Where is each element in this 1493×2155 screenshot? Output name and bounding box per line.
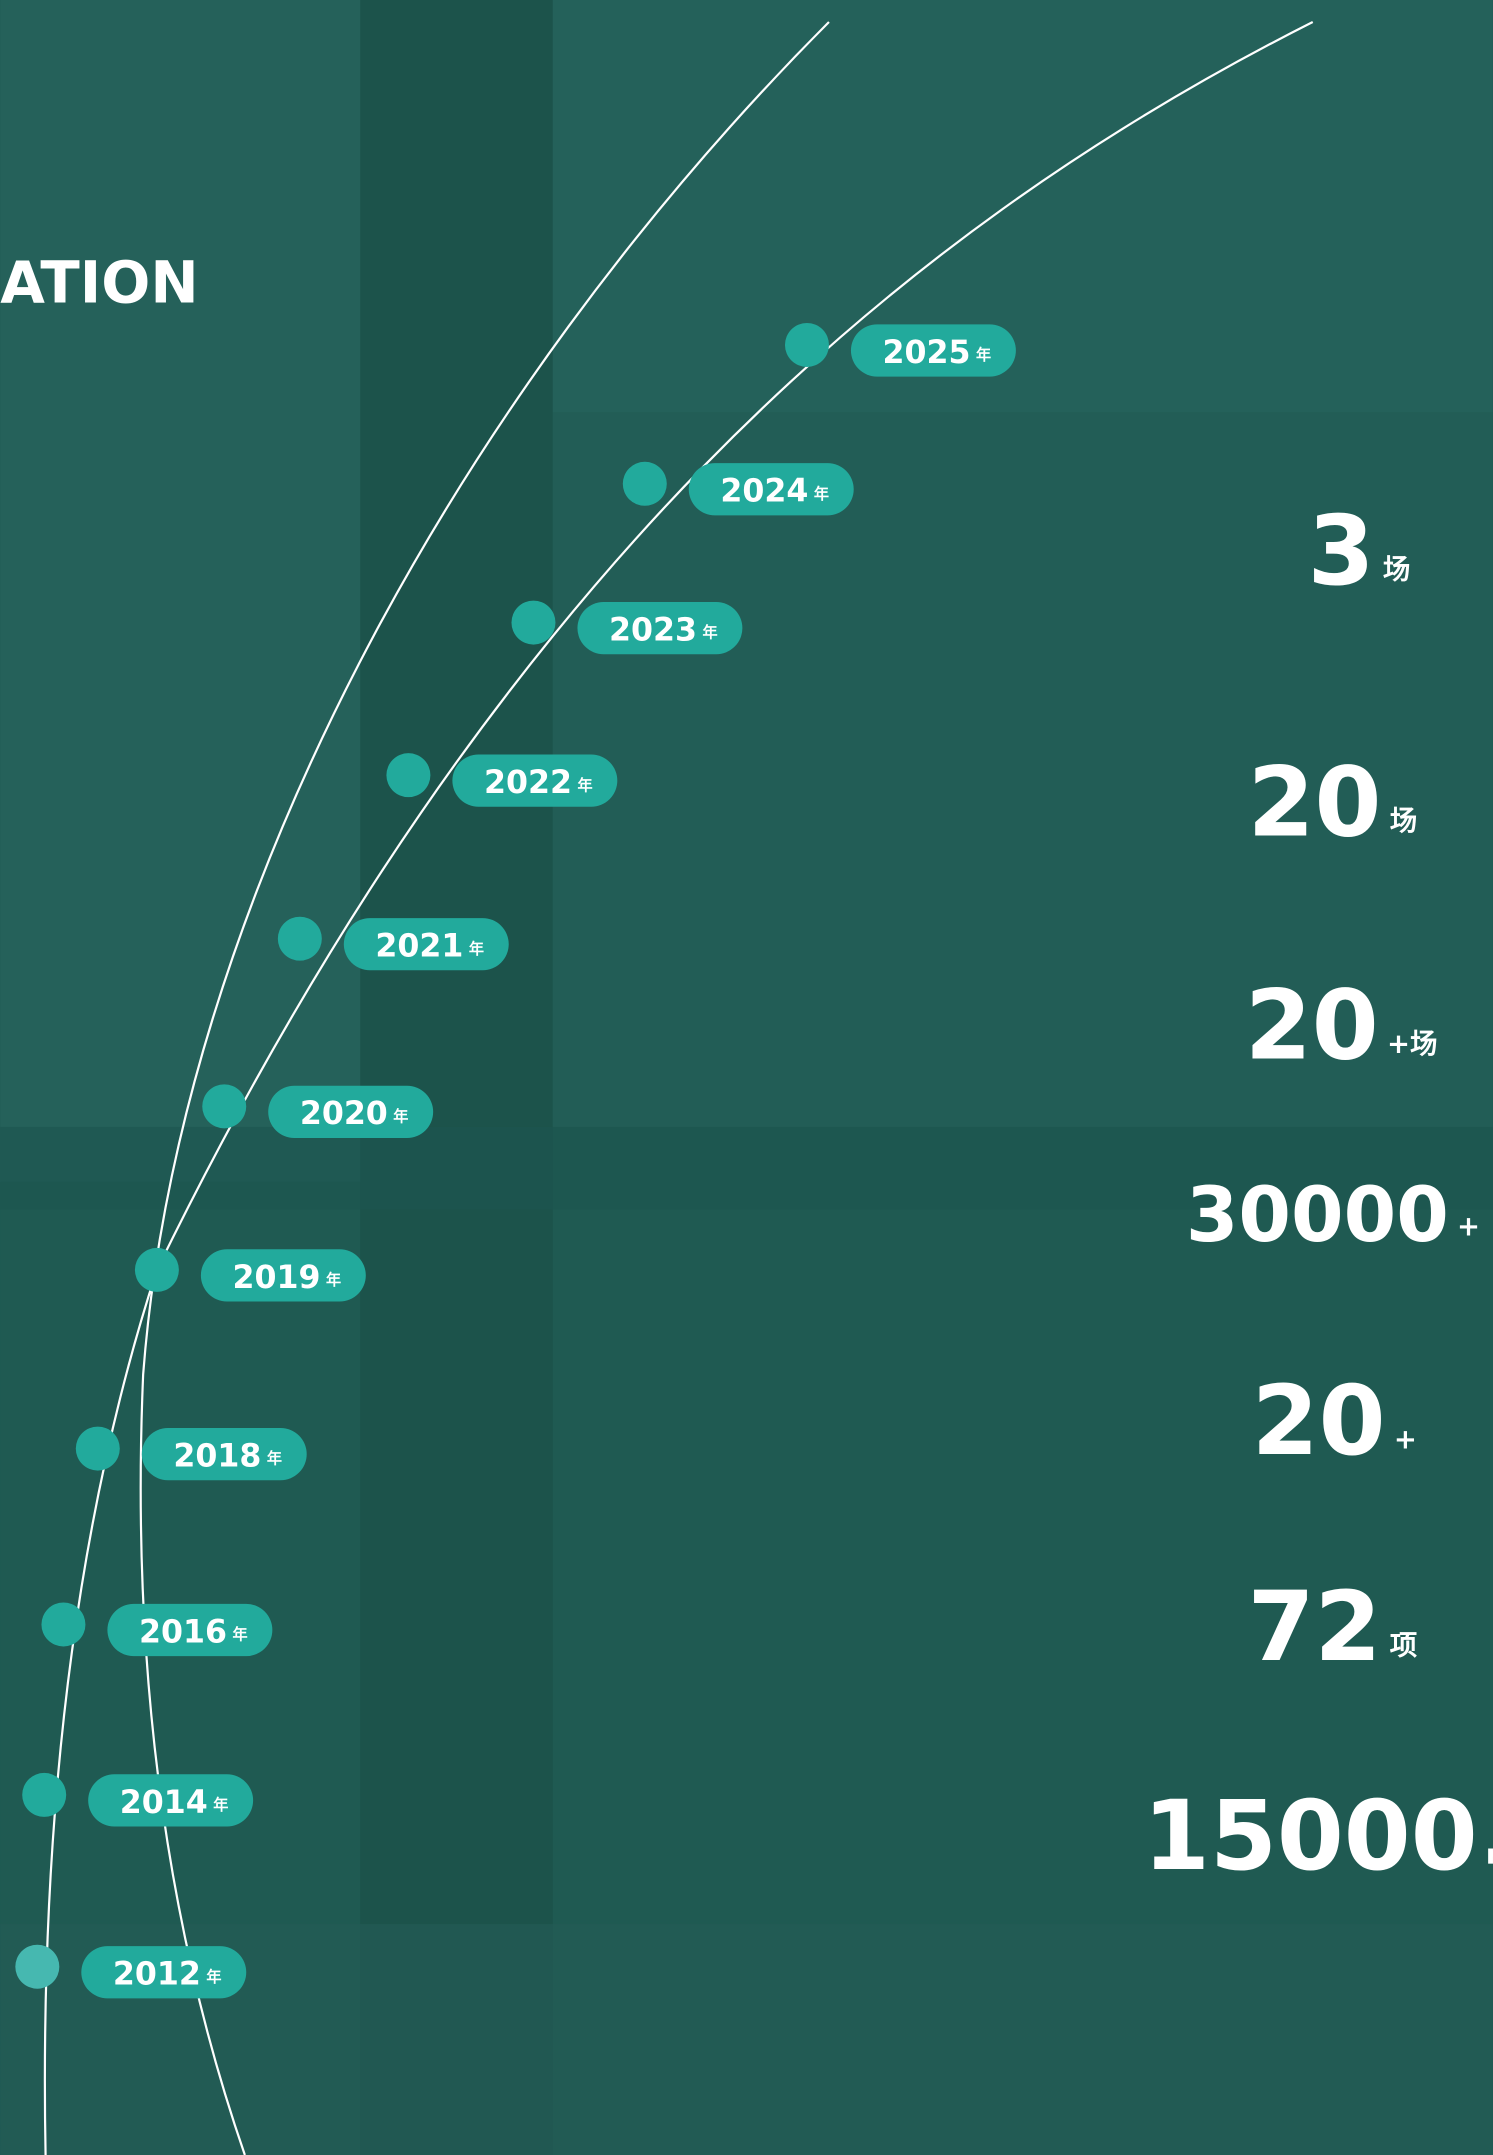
bg-panel xyxy=(0,0,360,1182)
stat-number: 20 xyxy=(1248,747,1382,859)
year-unit: 年 xyxy=(233,1626,248,1644)
year-unit: 年 xyxy=(267,1450,282,1468)
timeline-dot xyxy=(386,753,430,797)
section-heading: ATION xyxy=(0,248,198,316)
year-label: 2016 xyxy=(139,1614,227,1650)
year-label: 2025 xyxy=(883,335,971,371)
timeline-dot xyxy=(15,1945,59,1989)
timeline-dot xyxy=(22,1773,66,1817)
bg-ceiling xyxy=(553,0,1493,412)
stat-unit: + xyxy=(1394,1424,1417,1456)
timeline-dot xyxy=(785,323,829,367)
year-label: 2019 xyxy=(232,1260,320,1296)
timeline-dot xyxy=(623,462,667,506)
stat-unit: + xyxy=(1457,1211,1480,1243)
stat-unit: +场 xyxy=(1387,1028,1438,1060)
year-unit: 年 xyxy=(577,776,592,794)
stat-number: 30000 xyxy=(1186,1171,1449,1259)
year-label: 2024 xyxy=(720,474,808,510)
timeline-dot xyxy=(76,1427,120,1471)
stat-unit: 场 xyxy=(1383,554,1410,586)
stat-number: 20 xyxy=(1245,969,1379,1081)
year-unit: 年 xyxy=(976,346,991,364)
stat-number: 3 xyxy=(1308,495,1375,607)
stat-number: 15000 xyxy=(1143,1780,1478,1892)
year-unit: 年 xyxy=(393,1107,408,1125)
year-unit: 年 xyxy=(703,624,718,642)
year-label: 2020 xyxy=(300,1096,388,1132)
year-label: 2023 xyxy=(609,612,697,648)
timeline-dot xyxy=(135,1248,179,1292)
stat-unit: 场 xyxy=(1390,805,1417,837)
timeline-dot xyxy=(202,1084,246,1128)
year-label: 2021 xyxy=(375,929,463,965)
page: ATION 2025年2024年2023年2022年2021年2020年2019… xyxy=(0,0,1493,2155)
timeline-dot xyxy=(511,601,555,645)
stat-number: 20 xyxy=(1252,1365,1386,1477)
stat-unit: m xyxy=(1486,1839,1493,1871)
year-unit: 年 xyxy=(213,1796,228,1814)
year-unit: 年 xyxy=(206,1968,221,1986)
year-label: 2022 xyxy=(484,765,572,801)
year-unit: 年 xyxy=(326,1271,341,1289)
year-label: 2014 xyxy=(120,1785,208,1821)
timeline-dot xyxy=(41,1603,85,1647)
year-unit: 年 xyxy=(469,940,484,958)
year-label: 2018 xyxy=(173,1438,261,1474)
year-label: 2012 xyxy=(113,1957,201,1993)
bg-pillar xyxy=(360,0,552,2155)
stat-number: 72 xyxy=(1248,1571,1382,1683)
year-unit: 年 xyxy=(814,485,829,503)
stat-unit: 项 xyxy=(1390,1630,1418,1662)
timeline-dot xyxy=(278,917,322,961)
